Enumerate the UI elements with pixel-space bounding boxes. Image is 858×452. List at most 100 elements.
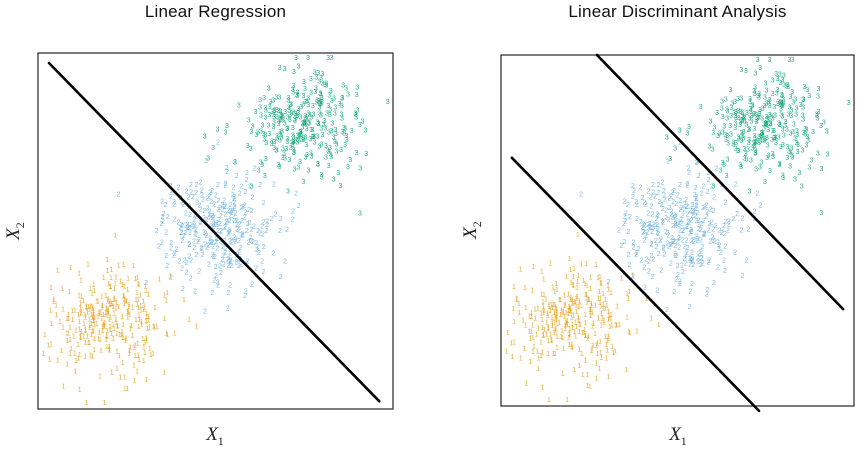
data-point-class-3: 3 bbox=[750, 145, 754, 152]
data-point-class-1: 1 bbox=[609, 290, 613, 297]
data-point-class-3: 3 bbox=[279, 132, 283, 139]
data-point-class-3: 3 bbox=[298, 159, 302, 166]
data-point-class-1: 1 bbox=[121, 293, 125, 300]
data-point-class-2: 2 bbox=[697, 226, 701, 233]
data-point-class-3: 3 bbox=[765, 116, 769, 123]
x-axis-label-base: X bbox=[206, 423, 218, 445]
data-point-class-3: 3 bbox=[340, 129, 344, 136]
data-point-class-2: 2 bbox=[238, 222, 242, 229]
data-point-class-1: 1 bbox=[533, 306, 537, 313]
data-point-class-1: 1 bbox=[89, 353, 93, 360]
data-point-class-3: 3 bbox=[261, 123, 265, 130]
data-point-class-3: 3 bbox=[289, 102, 293, 109]
data-point-class-3: 3 bbox=[206, 156, 210, 163]
data-point-class-3: 3 bbox=[780, 114, 784, 121]
data-point-class-2: 2 bbox=[684, 261, 688, 268]
x-axis-label-base: X bbox=[669, 423, 681, 445]
data-point-class-2: 2 bbox=[245, 258, 249, 265]
data-point-class-3: 3 bbox=[309, 90, 313, 97]
data-point-class-2: 2 bbox=[240, 232, 244, 239]
data-point-class-1: 1 bbox=[583, 333, 587, 340]
data-point-class-1: 1 bbox=[89, 303, 93, 310]
data-point-class-3: 3 bbox=[297, 63, 301, 70]
data-point-class-3: 3 bbox=[272, 112, 276, 119]
data-point-class-3: 3 bbox=[755, 112, 759, 119]
data-point-class-1: 1 bbox=[570, 342, 574, 349]
data-point-class-3: 3 bbox=[318, 90, 322, 97]
data-point-class-3: 3 bbox=[327, 163, 331, 170]
data-point-class-1: 1 bbox=[515, 297, 519, 304]
data-point-class-3: 3 bbox=[332, 135, 336, 142]
data-point-class-3: 3 bbox=[773, 113, 777, 120]
data-point-class-1: 1 bbox=[644, 295, 648, 302]
data-point-class-2: 2 bbox=[187, 242, 191, 249]
data-point-class-2: 2 bbox=[235, 218, 239, 225]
data-point-class-2: 2 bbox=[579, 191, 583, 198]
data-point-class-1: 1 bbox=[96, 314, 100, 321]
data-point-class-3: 3 bbox=[263, 173, 267, 180]
data-point-class-3: 3 bbox=[765, 100, 769, 107]
data-point-class-1: 1 bbox=[588, 307, 592, 314]
data-point-class-1: 1 bbox=[61, 383, 65, 390]
data-point-class-1: 1 bbox=[512, 339, 516, 346]
data-point-class-1: 1 bbox=[567, 292, 571, 299]
data-point-class-1: 1 bbox=[512, 319, 516, 326]
data-point-class-1: 1 bbox=[68, 289, 72, 296]
data-point-class-1: 1 bbox=[557, 297, 561, 304]
data-point-class-3: 3 bbox=[302, 93, 306, 100]
data-point-class-3: 3 bbox=[811, 129, 815, 136]
data-point-class-3: 3 bbox=[286, 189, 290, 196]
data-point-class-3: 3 bbox=[275, 114, 279, 121]
data-point-class-3: 3 bbox=[225, 123, 229, 130]
data-point-class-1: 1 bbox=[609, 312, 613, 319]
data-point-class-1: 1 bbox=[598, 300, 602, 307]
data-point-class-2: 2 bbox=[712, 195, 716, 202]
data-point-class-1: 1 bbox=[68, 337, 72, 344]
data-point-class-3: 3 bbox=[699, 104, 703, 111]
data-point-class-3: 3 bbox=[355, 92, 359, 99]
data-point-class-2: 2 bbox=[201, 197, 205, 204]
data-point-class-3: 3 bbox=[825, 152, 829, 159]
data-point-class-1: 1 bbox=[48, 356, 52, 363]
data-point-class-3: 3 bbox=[758, 135, 762, 142]
data-point-class-1: 1 bbox=[552, 330, 556, 337]
data-point-class-2: 2 bbox=[691, 262, 695, 269]
data-point-class-2: 2 bbox=[245, 170, 249, 177]
data-point-class-2: 2 bbox=[220, 257, 224, 264]
data-point-class-3: 3 bbox=[323, 82, 327, 89]
data-point-class-1: 1 bbox=[139, 307, 143, 314]
data-point-class-2: 2 bbox=[650, 212, 654, 219]
data-point-class-1: 1 bbox=[588, 383, 592, 390]
data-point-class-2: 2 bbox=[656, 190, 660, 197]
data-point-class-1: 1 bbox=[599, 322, 603, 329]
data-point-class-2: 2 bbox=[686, 245, 690, 252]
data-point-class-1: 1 bbox=[606, 282, 610, 289]
data-point-class-1: 1 bbox=[108, 324, 112, 331]
data-point-class-1: 1 bbox=[56, 267, 60, 274]
data-point-class-2: 2 bbox=[189, 182, 193, 189]
data-point-class-3: 3 bbox=[314, 100, 318, 107]
data-point-class-3: 3 bbox=[301, 120, 305, 127]
data-point-class-2: 2 bbox=[691, 212, 695, 219]
data-point-class-2: 2 bbox=[258, 182, 262, 189]
data-point-class-3: 3 bbox=[320, 99, 324, 106]
data-point-class-1: 1 bbox=[562, 292, 566, 299]
data-point-class-1: 1 bbox=[148, 346, 152, 353]
data-point-class-2: 2 bbox=[161, 219, 165, 226]
data-point-class-3: 3 bbox=[795, 132, 799, 139]
data-point-class-3: 3 bbox=[763, 120, 767, 127]
data-point-class-1: 1 bbox=[572, 329, 576, 336]
data-point-class-3: 3 bbox=[281, 117, 285, 124]
data-point-class-1: 1 bbox=[576, 279, 580, 286]
data-point-class-3: 3 bbox=[791, 57, 795, 64]
data-point-class-2: 2 bbox=[182, 202, 186, 209]
data-point-class-3: 3 bbox=[747, 127, 751, 134]
data-point-class-3: 3 bbox=[319, 75, 323, 82]
data-point-class-3: 3 bbox=[283, 109, 287, 116]
data-point-class-2: 2 bbox=[690, 250, 694, 257]
data-point-class-3: 3 bbox=[295, 92, 299, 99]
data-point-class-3: 3 bbox=[293, 166, 297, 173]
data-point-class-1: 1 bbox=[583, 312, 587, 319]
data-point-class-1: 1 bbox=[120, 329, 124, 336]
data-point-class-1: 1 bbox=[550, 315, 554, 322]
